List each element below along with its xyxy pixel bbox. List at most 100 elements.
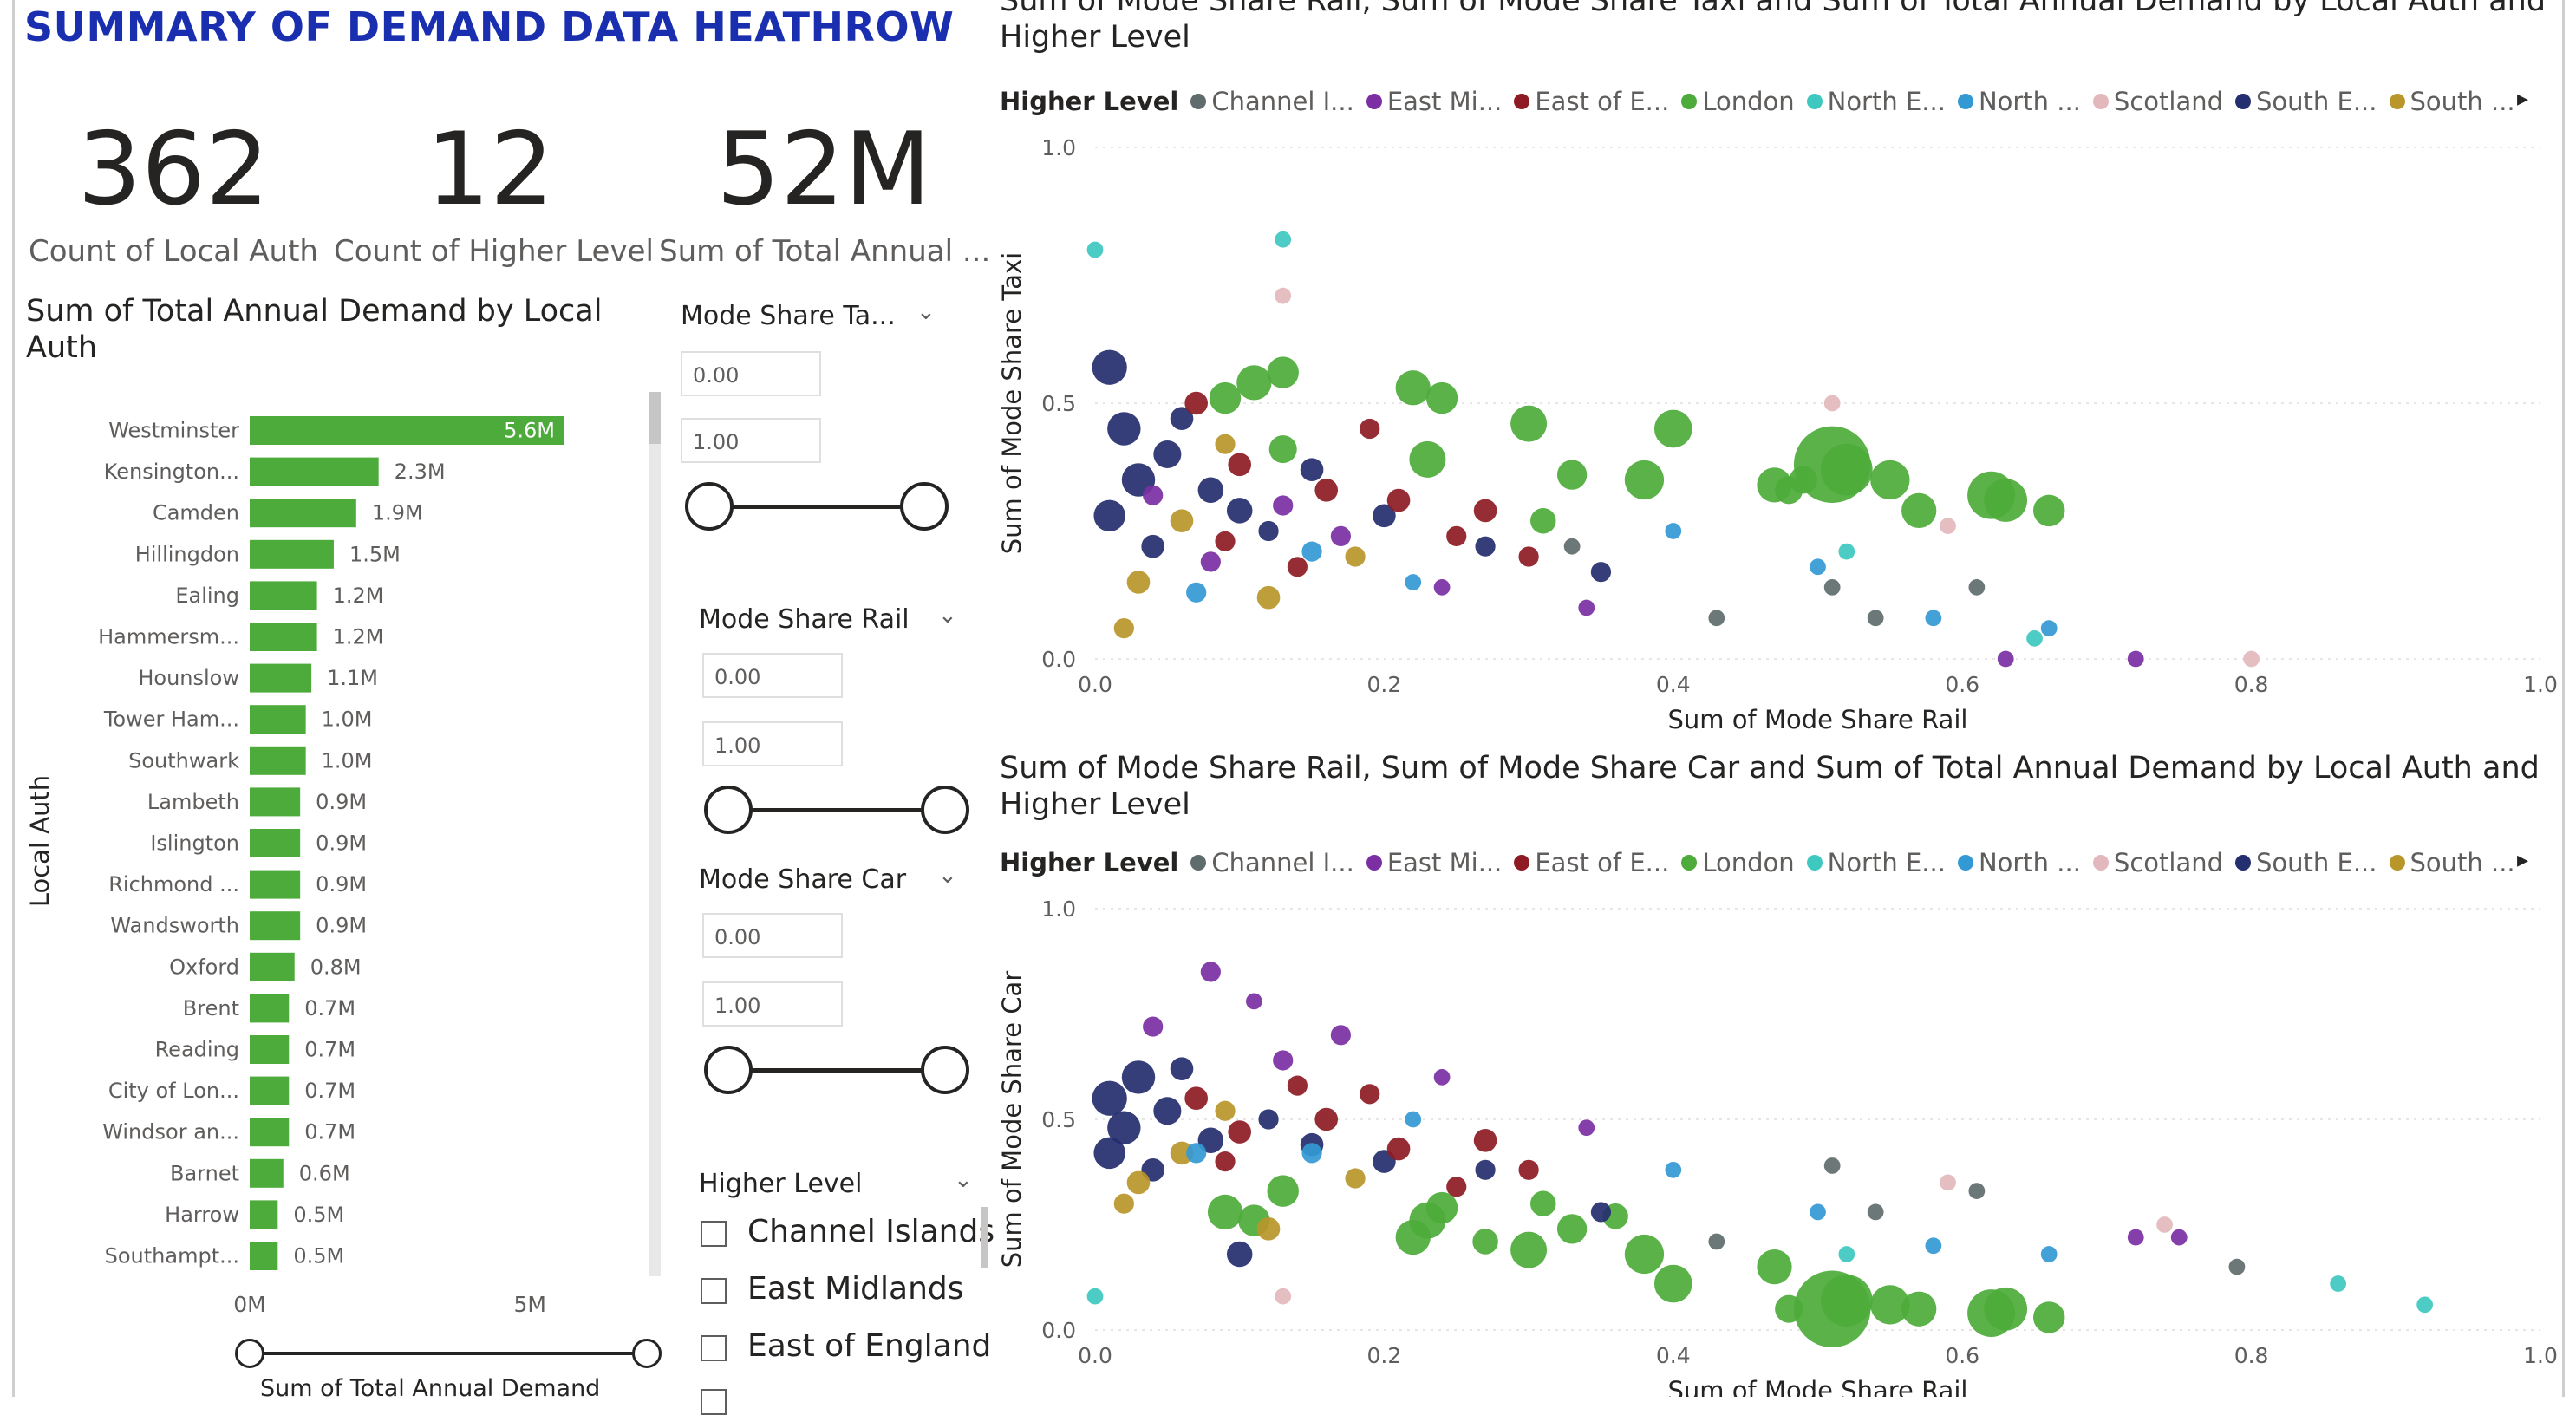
slicer-rail-min-handle[interactable]	[704, 786, 753, 834]
checkbox-label-east-midlands: East Midlands	[747, 1271, 964, 1307]
slicer-rail-max-input[interactable]: 1.00	[702, 721, 843, 766]
bar-category-label: Westminster	[108, 419, 239, 443]
scatter-point	[1258, 520, 1279, 542]
slicer-car-min-handle[interactable]	[704, 1046, 753, 1094]
scatter-point	[1273, 495, 1294, 516]
scatter-bottom-legend-chevron-right-icon[interactable]: ▸	[2517, 847, 2529, 873]
scatter-point	[1578, 599, 1595, 616]
legend-item[interactable]: South E...	[2235, 87, 2377, 116]
scatter-point	[1360, 418, 1380, 440]
bar-data-label: 0.7M	[304, 1120, 355, 1144]
bar-data-label: 0.9M	[316, 872, 367, 897]
legend-dot	[1681, 855, 1698, 871]
scatter-point	[1226, 498, 1253, 524]
legend-label: Scotland	[2113, 848, 2224, 877]
y-axis-title: Sum of Mode Share Taxi	[1000, 252, 1027, 554]
bar-data-label: 2.3M	[395, 460, 446, 484]
slicer-taxi-chevron-down-icon[interactable]: ⌄	[916, 299, 936, 325]
checkbox-east-midlands[interactable]	[701, 1278, 727, 1304]
legend-item[interactable]: North E...	[1806, 848, 1946, 877]
checkbox-next-item[interactable]	[701, 1389, 727, 1415]
legend-item[interactable]: Scotland	[2092, 87, 2223, 116]
legend-item[interactable]: East Mi...	[1366, 87, 1502, 116]
legend-label: North E...	[1827, 87, 1946, 116]
legend-label: South E...	[2256, 87, 2377, 116]
scatter-point	[1287, 557, 1308, 577]
scatter-point	[1518, 1159, 1539, 1180]
slicer-rail-max-handle[interactable]	[921, 786, 969, 834]
slicer-car-min-input[interactable]: 0.00	[702, 913, 843, 958]
bar-category-label: Brent	[183, 996, 239, 1020]
scatter-point	[2243, 650, 2260, 668]
bar-chart-scrollbar[interactable]	[649, 392, 661, 1276]
legend-dot	[2092, 855, 2109, 871]
legend-item[interactable]: South ...	[2389, 87, 2515, 116]
slicer-higher-level-chevron-down-icon[interactable]: ⌄	[954, 1167, 973, 1193]
scatter-point	[1345, 1168, 1366, 1189]
scatter-point	[1590, 562, 1612, 583]
bar-category-label: Islington	[150, 831, 239, 856]
scatter-point	[1092, 1080, 1127, 1116]
checkbox-label-channel-islands: Channel Islands	[747, 1214, 995, 1249]
legend-dot	[1190, 855, 1207, 871]
legend-item[interactable]: North ...	[1957, 87, 2081, 116]
checkbox-channel-islands[interactable]	[701, 1221, 727, 1247]
scatter-point	[1518, 546, 1539, 567]
legend-item[interactable]: East of E...	[1514, 848, 1669, 877]
bar-data-label: 0.7M	[304, 1038, 355, 1062]
bar-category-label: Tower Ham...	[103, 708, 239, 732]
slicer-taxi-max-handle[interactable]	[900, 482, 949, 531]
slicer-rail-chevron-down-icon[interactable]: ⌄	[938, 603, 957, 629]
checkbox-east-of-england[interactable]	[701, 1335, 727, 1361]
legend-item[interactable]: London	[1681, 848, 1795, 877]
kpi-count-local-auth-value: 362	[77, 111, 270, 228]
scatter-point	[1665, 523, 1682, 539]
bar-range-max-handle[interactable]	[632, 1339, 662, 1368]
slicer-car-max-input[interactable]: 1.00	[702, 981, 843, 1027]
bar-data-label: 1.9M	[372, 501, 423, 525]
legend-dot	[1190, 94, 1207, 109]
legend-label: London	[1702, 848, 1795, 877]
slicer-taxi-min-handle[interactable]	[685, 482, 734, 531]
bar-range-min-handle[interactable]	[235, 1339, 264, 1368]
scatter-point	[1228, 1120, 1252, 1144]
legend-item[interactable]: South E...	[2235, 848, 2377, 877]
slicer-taxi-min-input[interactable]: 0.00	[681, 351, 821, 396]
bar-data-label: 0.7M	[304, 996, 355, 1020]
scatter-point	[1530, 1190, 1556, 1216]
scatter-point	[1107, 1111, 1141, 1144]
legend-item[interactable]: South ...	[2389, 848, 2515, 877]
scatter-point	[1267, 1175, 1299, 1207]
legend-item[interactable]: North ...	[1957, 848, 2081, 877]
legend-item[interactable]: Scotland	[2092, 848, 2224, 877]
legend-item[interactable]: London	[1681, 87, 1795, 116]
scatter-point	[1838, 1246, 1855, 1262]
scatter-point	[1405, 1111, 1422, 1128]
scatter-point	[1268, 435, 1297, 464]
slicer-rail-min-input[interactable]: 0.00	[702, 653, 843, 698]
scatter-point	[1823, 395, 1841, 412]
scatter-point	[2026, 630, 2043, 647]
scatter-point	[1300, 458, 1324, 482]
legend-label: London	[1702, 87, 1795, 116]
slicer-taxi-max-input[interactable]: 1.00	[681, 418, 821, 463]
slicer-higher-level-scrollbar[interactable]	[981, 1207, 988, 1268]
bar-data-label: 1.0M	[322, 748, 373, 773]
legend-item[interactable]: East of E...	[1514, 87, 1669, 116]
scatter-point	[1273, 1050, 1294, 1071]
scatter-point	[1330, 1025, 1351, 1046]
legend-item[interactable]: North E...	[1806, 87, 1946, 116]
scatter-point	[1153, 1097, 1182, 1125]
scatter-point	[1113, 617, 1134, 639]
legend-item[interactable]: Channel I...	[1190, 87, 1354, 116]
scatter-point	[1386, 488, 1411, 512]
bar-chart-scroll-thumb[interactable]	[649, 392, 661, 444]
legend-dot	[1514, 94, 1530, 109]
legend-item[interactable]: East Mi...	[1366, 848, 1502, 877]
scatter-top-legend-chevron-right-icon[interactable]: ▸	[2517, 86, 2529, 112]
slicer-car-max-handle[interactable]	[921, 1046, 969, 1094]
legend-dot	[1957, 94, 1973, 109]
slicer-car-chevron-down-icon[interactable]: ⌄	[938, 863, 957, 889]
legend-item[interactable]: Channel I...	[1190, 848, 1354, 877]
legend-label: North E...	[1827, 848, 1946, 877]
